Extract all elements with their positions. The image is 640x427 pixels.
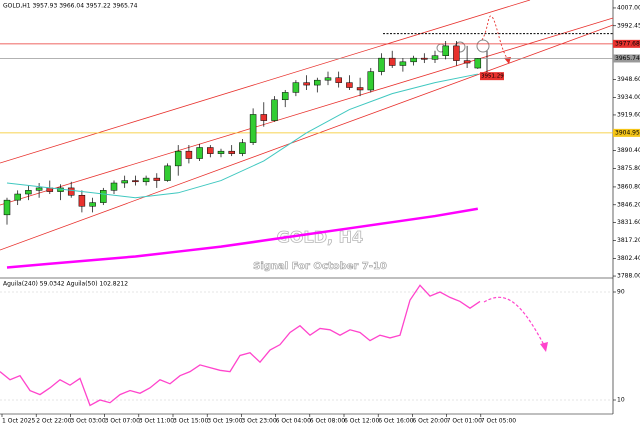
- candle-body: [314, 79, 321, 86]
- candle-body: [335, 77, 342, 83]
- candle-body: [260, 114, 268, 121]
- subtitle: Signal For October 7-10: [253, 261, 387, 272]
- candle-body: [78, 194, 86, 207]
- price-label-box: [613, 39, 640, 48]
- candle-body: [89, 202, 96, 207]
- x-tick-label: 6 Oct 20:00: [412, 418, 447, 425]
- candle-body: [324, 77, 332, 81]
- candle-body: [303, 82, 310, 86]
- y-tick-label: 3817.20: [617, 237, 640, 244]
- candle-body: [14, 193, 21, 201]
- candle-body: [153, 177, 161, 181]
- marker-circle: [476, 39, 490, 53]
- x-tick-label: 7 Oct 05:00: [481, 418, 516, 425]
- x-tick-label: 6 Oct 16:00: [378, 418, 413, 425]
- candle-body: [196, 147, 203, 159]
- candle-body: [121, 180, 128, 184]
- y-tick-label: 3992.45: [617, 22, 640, 29]
- indicator-forecast-arrow: [540, 342, 548, 352]
- price-label-box: [613, 54, 640, 63]
- forecast-path: [481, 15, 508, 59]
- candle-body: [185, 150, 193, 159]
- moving-average: [6, 207, 479, 269]
- candle-body: [207, 147, 214, 154]
- y-tick-label: 3831.60: [617, 219, 640, 226]
- indicator-line: [0, 284, 481, 407]
- x-tick-label: 3 Oct 19:00: [207, 418, 242, 425]
- moving-average: [6, 73, 478, 199]
- y-tick-label: 3846.20: [617, 201, 640, 208]
- candle-body: [281, 92, 289, 101]
- y-tick-label: 4007.00: [617, 4, 640, 11]
- candle-body: [453, 45, 460, 61]
- y-tick-label: 90: [617, 289, 625, 296]
- watermark: GOLD, H4: [277, 228, 363, 247]
- candle-body: [249, 114, 257, 143]
- candle-body: [228, 150, 235, 154]
- candle-body: [442, 45, 449, 56]
- x-tick-label: 3 Oct 15:00: [173, 418, 208, 425]
- candle-body: [164, 165, 171, 181]
- x-tick-label: 2 Oct 22:00: [36, 418, 71, 425]
- candle-body: [239, 142, 246, 154]
- x-tick-label: 6 Oct 08:00: [310, 418, 345, 425]
- price-label: 3977.68: [615, 40, 640, 47]
- candle-body: [25, 190, 32, 195]
- candle-body: [474, 58, 482, 69]
- annotation-box: [480, 72, 504, 81]
- y-tick-label: 3919.60: [617, 111, 640, 118]
- channel-middle: [0, 17, 614, 206]
- indicator-title: Aguila(240) 59.0342 Aguila(50) 102.8212: [3, 281, 128, 288]
- candle-body: [217, 150, 225, 154]
- annotation-label: 3951.29: [481, 74, 504, 80]
- y-tick-label: 3934.00: [617, 94, 640, 101]
- x-tick-label: 6 Oct 12:00: [344, 418, 379, 425]
- candle-body: [378, 57, 385, 72]
- channel-upper: [0, 0, 531, 164]
- candle-body: [142, 177, 150, 183]
- price-label: 3965.74: [615, 55, 640, 62]
- y-tick-label: 3860.80: [617, 183, 640, 190]
- candle-body: [292, 82, 300, 93]
- candle-body: [132, 180, 139, 183]
- candle-body: [399, 61, 407, 66]
- candle-body: [110, 182, 118, 191]
- x-tick-label: 7 Oct 01:00: [447, 418, 482, 425]
- candle-body: [100, 190, 107, 203]
- candle-body: [367, 71, 375, 91]
- x-tick-label: 3 Oct 03:00: [70, 418, 105, 425]
- candle-body: [421, 57, 428, 60]
- chart-title: GOLD,H1 3957.93 3966.04 3957.22 3965.74: [3, 3, 138, 10]
- x-tick-label: 3 Oct 07:00: [105, 418, 140, 425]
- x-tick-label: 6 Oct 04:00: [276, 418, 311, 425]
- x-tick-label: 3 Oct 23:00: [241, 418, 276, 425]
- candle-body: [3, 199, 11, 216]
- candle-body: [67, 187, 75, 196]
- candle-body: [388, 57, 396, 66]
- y-tick-label: 3875.80: [617, 165, 640, 172]
- y-tick-label: 10: [617, 397, 625, 404]
- indicator-forecast: [483, 296, 545, 346]
- candle-body: [35, 187, 43, 191]
- candle-body: [346, 82, 353, 88]
- candle-body: [174, 150, 182, 167]
- candle-body: [431, 55, 439, 60]
- price-label: 3904.95: [615, 129, 640, 136]
- x-tick-label: 1 Oct 2025: [2, 418, 35, 425]
- candle-body: [356, 87, 364, 91]
- y-tick-label: 3948.60: [617, 76, 640, 83]
- price-label-box: [613, 128, 640, 137]
- candle-body: [410, 57, 417, 63]
- candle-body: [463, 60, 471, 64]
- x-tick-label: 3 Oct 11:00: [139, 418, 174, 425]
- y-tick-label: 3788.00: [617, 273, 640, 280]
- y-tick-label: 3802.40: [617, 255, 640, 262]
- y-tick-label: 3890.40: [617, 147, 640, 154]
- candle-body: [271, 99, 278, 121]
- channel-lower: [0, 24, 614, 251]
